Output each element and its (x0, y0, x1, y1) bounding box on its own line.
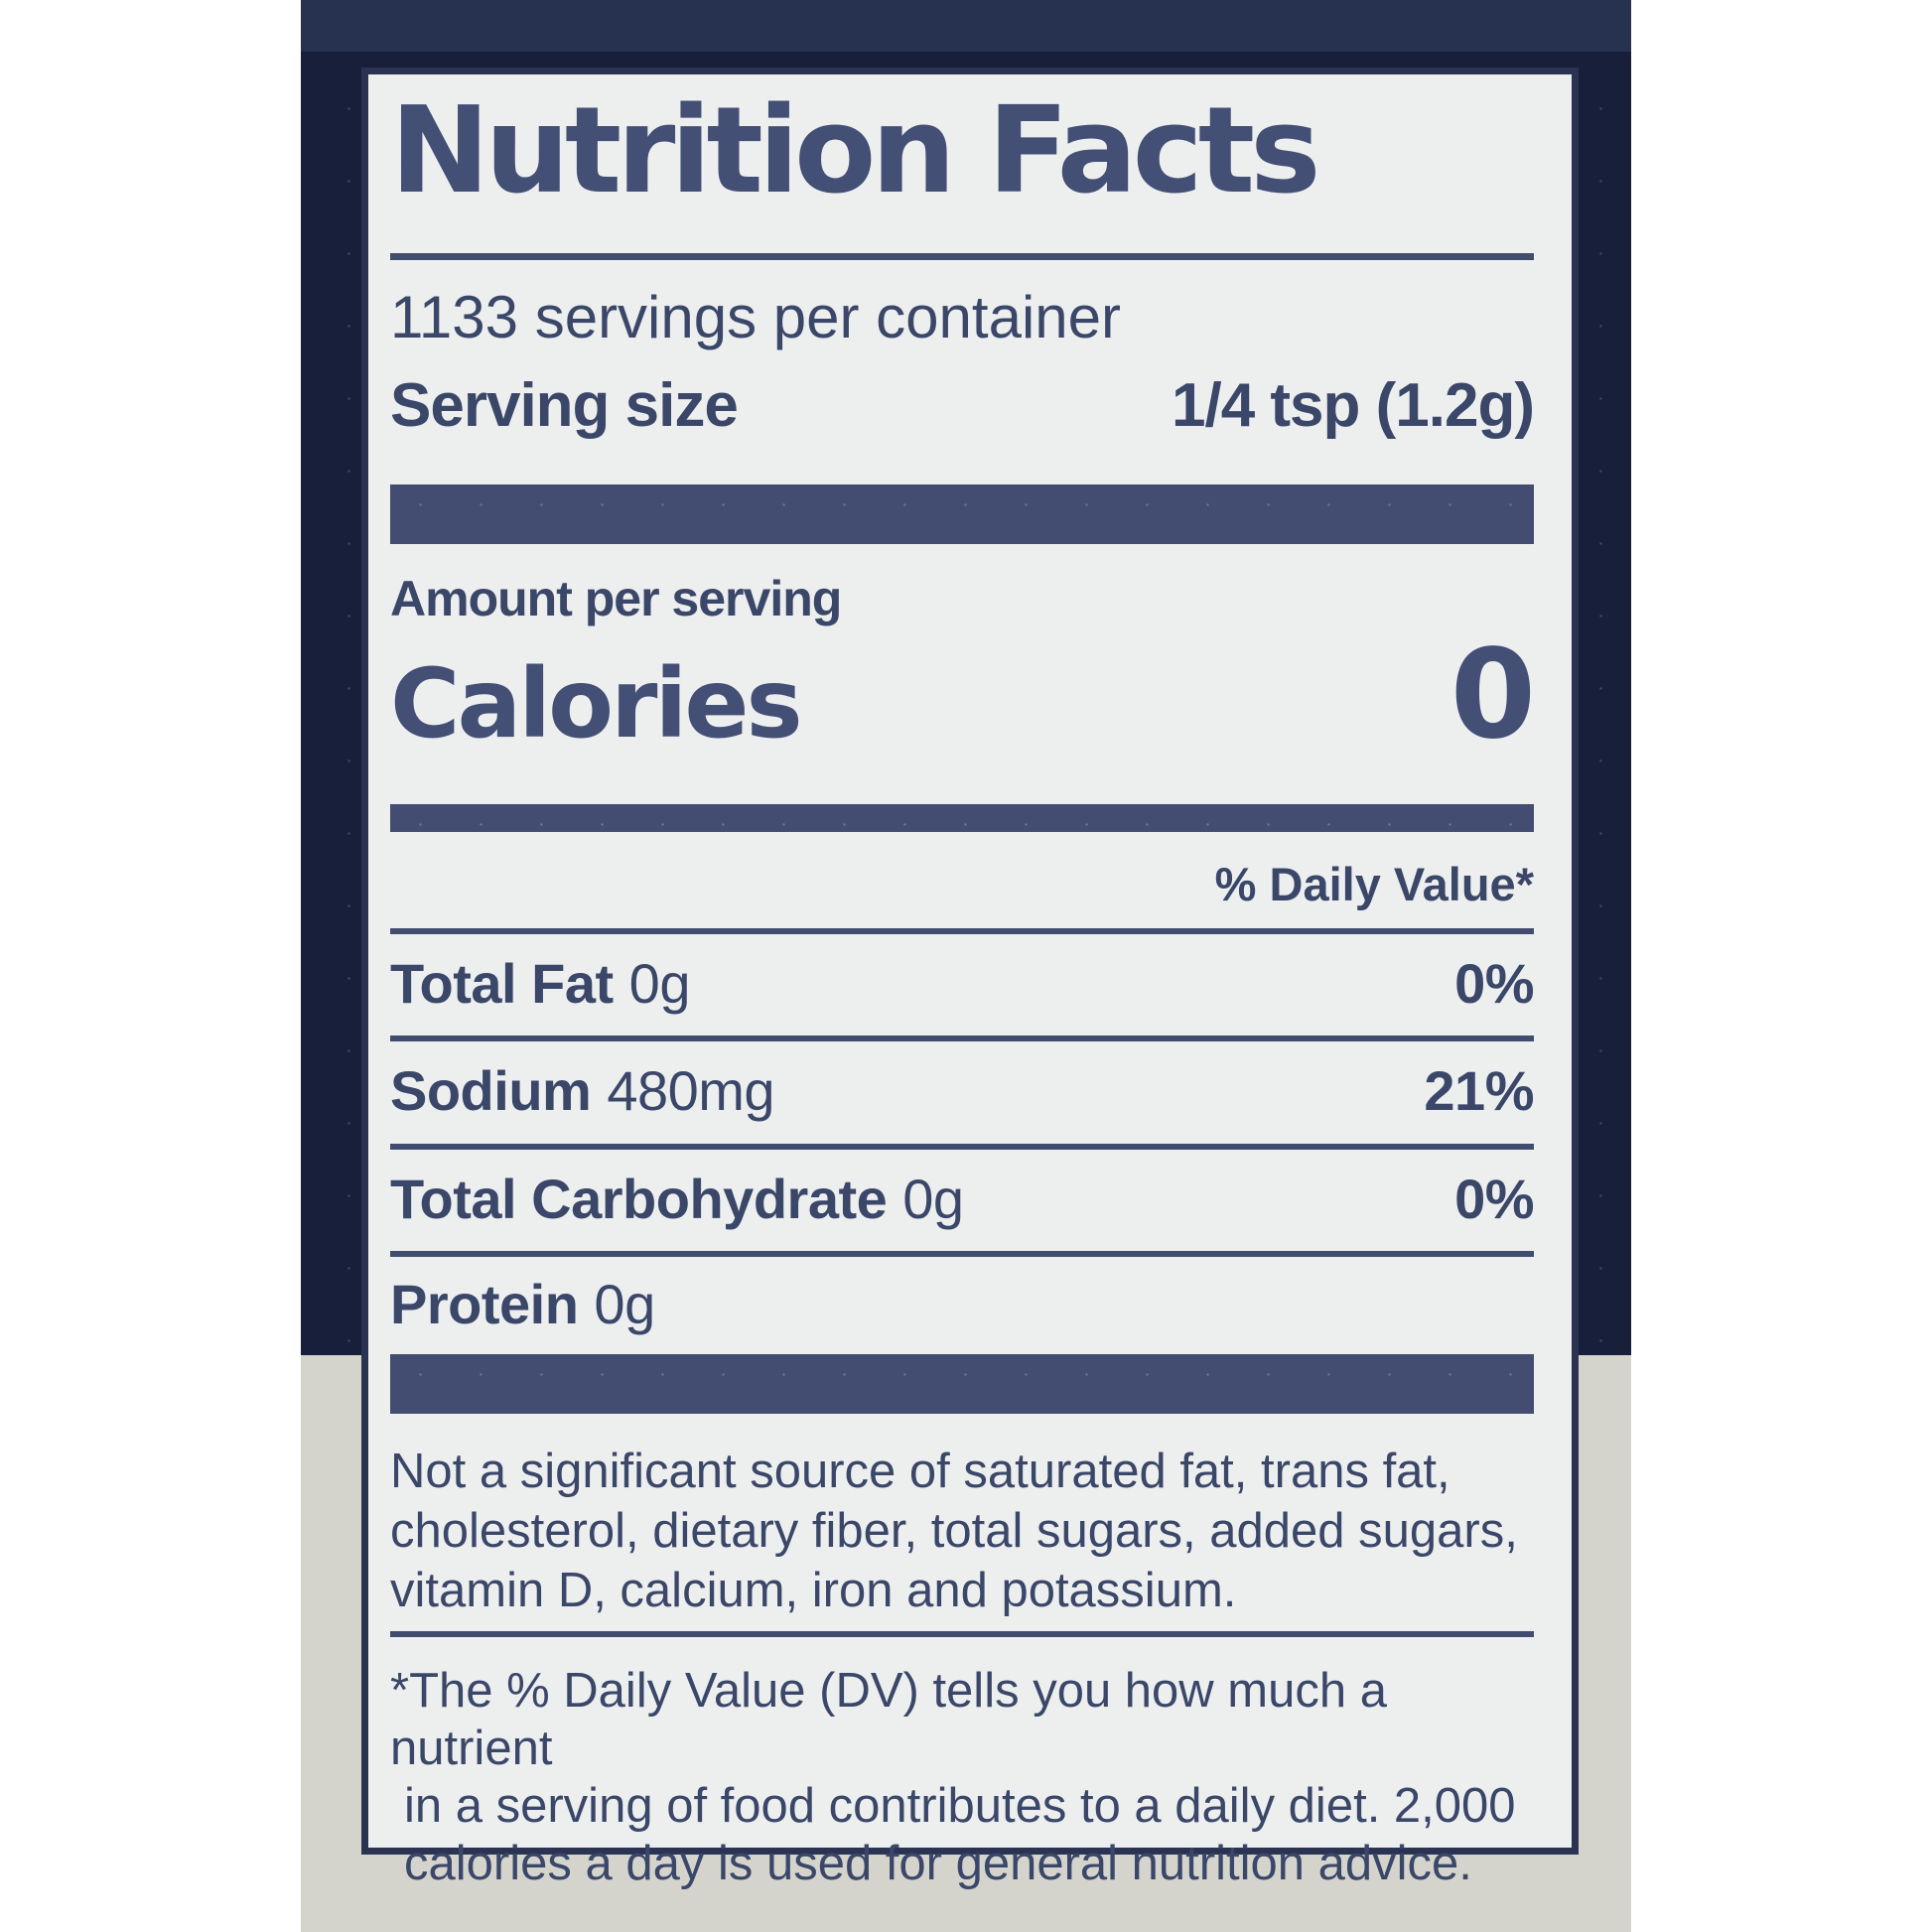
nutrient-name-amount: Protein 0g (390, 1272, 655, 1335)
nutrient-name: Protein (390, 1272, 579, 1335)
nutrient-name-amount: Sodium 480mg (390, 1059, 775, 1123)
daily-value-header: % Daily Value* (1214, 857, 1534, 910)
footnote-divider (390, 1631, 1534, 1638)
not-significant-note: Not a significant source of saturated fa… (390, 1442, 1534, 1620)
label-title: Nutrition Facts (390, 82, 1321, 220)
nutrient-row-protein: Protein 0g (390, 1250, 1534, 1345)
nutrient-daily-value: 0% (1454, 1167, 1534, 1230)
nutrition-facts-label: Nutrition Facts 1133 servings per contai… (361, 68, 1579, 1890)
nutrient-name-amount: Total Carbohydrate 0g (390, 1167, 964, 1230)
servings-per-container: 1133 servings per container (390, 284, 1121, 350)
nutrient-amount: 480mg (607, 1059, 775, 1123)
serving-size-value: 1/4 tsp (1.2g) (1172, 370, 1535, 440)
calories-label: Calories (390, 647, 803, 759)
nutrient-name: Total Fat (390, 952, 614, 1016)
footnote-line: *The % Daily Value (DV) tells you how mu… (390, 1664, 1387, 1776)
nutrient-name: Sodium (390, 1059, 592, 1123)
nutrient-row-total-fat: Total Fat 0g 0% (390, 928, 1534, 1035)
package-top-band (301, 0, 1631, 52)
nutrient-amount: 0g (902, 1167, 964, 1230)
serving-size-row: Serving size 1/4 tsp (1.2g) (390, 370, 1535, 440)
nutrient-amount: 0g (594, 1272, 655, 1335)
bottom-separator-bar (390, 1354, 1534, 1415)
title-divider (390, 253, 1534, 260)
footnote-line: calories a day is used for general nutri… (404, 1837, 1472, 1891)
nutrient-rows: Total Fat 0g 0% Sodium 480mg 21% Total Car… (390, 928, 1534, 1345)
nutrient-name-amount: Total Fat 0g (390, 955, 690, 1013)
note-line: cholesterol, dietary fiber, total sugars… (390, 1504, 1518, 1559)
note-line: Not a significant source of saturated fa… (390, 1445, 1450, 1499)
nutrient-name: Total Carbohydrate (390, 1167, 888, 1230)
package-photo: Nutrition Facts 1133 servings per contai… (301, 0, 1631, 1932)
nutrient-amount: 0g (628, 952, 691, 1016)
note-line: vitamin D, calcium, iron and potassium. (390, 1564, 1237, 1618)
calories-separator-bar (390, 803, 1534, 832)
daily-value-footnote: *The % Daily Value (DV) tells you how mu… (390, 1662, 1534, 1892)
nutrient-daily-value: 21% (1424, 1059, 1534, 1123)
nutrient-row-total-carbohydrate: Total Carbohydrate 0g 0% (390, 1143, 1534, 1251)
footnote-line: in a serving of food contributes to a da… (404, 1779, 1516, 1834)
amount-per-serving-label: Amount per serving (390, 570, 842, 626)
section-separator-bar (390, 483, 1534, 544)
calories-value: 0 (1449, 622, 1536, 766)
nutrient-daily-value: 0% (1454, 952, 1534, 1016)
calories-row: Calories 0 (390, 622, 1536, 766)
serving-size-label: Serving size (390, 370, 739, 440)
nutrient-row-sodium: Sodium 480mg 21% (390, 1035, 1534, 1143)
